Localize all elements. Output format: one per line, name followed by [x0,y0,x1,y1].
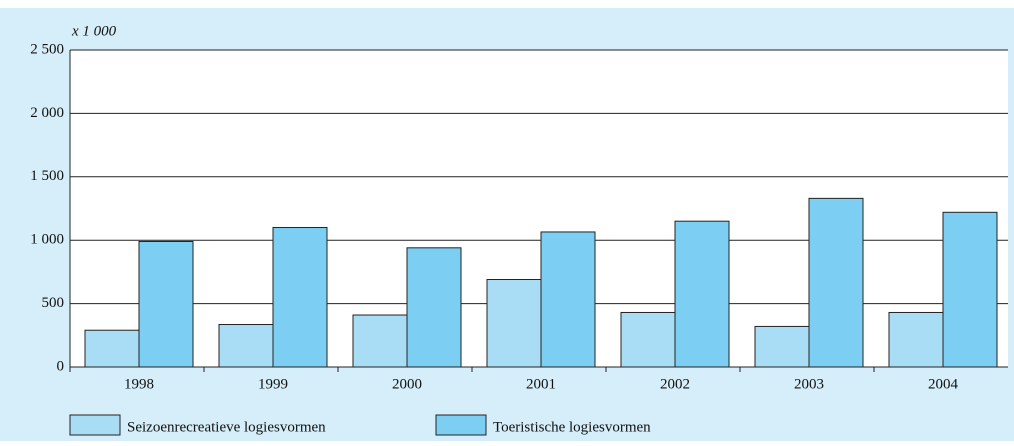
bar [620,311,676,368]
bar [84,329,140,368]
bar [218,324,274,368]
y-unit-label: x 1 000 [71,23,117,39]
x-tick-label: 2004 [928,376,959,392]
y-tick-label: 1 500 [30,168,64,184]
y-tick-label: 2 500 [30,41,64,57]
bar [486,279,542,368]
bar [540,231,596,368]
y-tick-label: 0 [57,358,65,374]
x-tick-label: 2003 [794,376,824,392]
y-tick-label: 500 [42,295,65,311]
legend-swatch [69,414,121,436]
bar [674,220,730,368]
legend-label: Toeristische logiesvormen [493,419,651,435]
bar [352,314,408,368]
x-tick-label: 1998 [124,376,154,392]
bar [138,240,194,368]
x-tick-label: 2001 [526,376,556,392]
bar [888,311,944,368]
bar [808,197,864,368]
bar [942,211,998,368]
bar [406,247,462,368]
x-tick-label: 1999 [258,376,288,392]
legend-label: Seizoenrecreatieve logiesvormen [127,419,326,435]
y-tick-label: 2 000 [30,105,64,121]
y-tick-label: 1 000 [30,232,64,248]
x-tick-label: 2002 [660,376,690,392]
bar [754,325,810,368]
legend-swatch [435,414,487,436]
x-tick-label: 2000 [392,376,422,392]
bar [272,227,328,368]
